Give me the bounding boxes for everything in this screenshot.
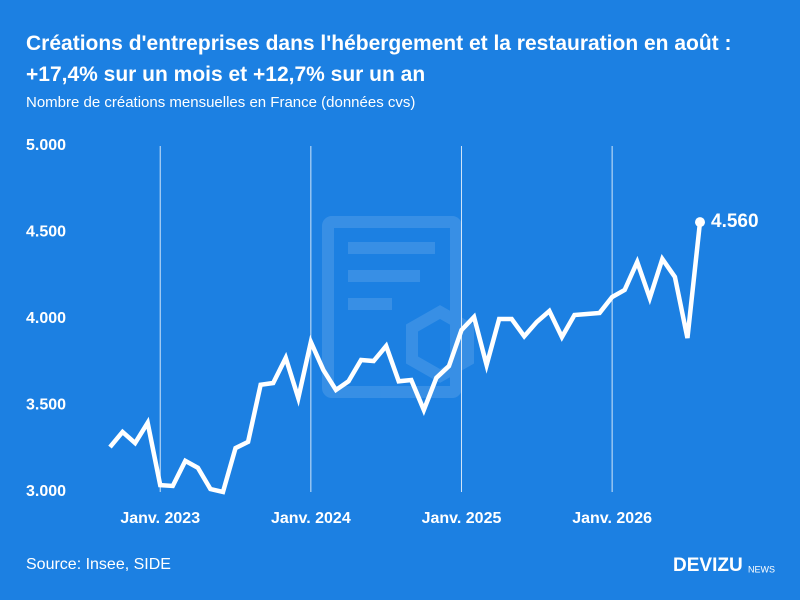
value-label: 4.560 xyxy=(711,211,759,232)
y-tick-label: 4.500 xyxy=(26,224,66,241)
line xyxy=(108,221,703,495)
chart-subtitle: Nombre de créations mensuelles en France… xyxy=(26,94,416,111)
y-tick-label: 3.000 xyxy=(26,483,66,500)
chart-title: Créations d'entreprises dans l'hébergeme… xyxy=(26,32,732,86)
x-tick-label: Janv. 2025 xyxy=(422,510,502,527)
y-tick-label: 5.000 xyxy=(26,137,66,154)
y-tick-label: 4.000 xyxy=(26,310,66,327)
x-tick-label: Janv. 2023 xyxy=(120,510,200,527)
watermark xyxy=(322,216,474,398)
source: Source: Insee, SIDE xyxy=(26,556,171,573)
x-tick-label: Janv. 2026 xyxy=(572,510,652,527)
end-marker xyxy=(695,217,705,228)
logo-suffix: NEWS xyxy=(748,564,775,574)
logo: DEVIZU xyxy=(673,555,743,576)
x-tick-label: Janv. 2024 xyxy=(271,510,351,527)
y-tick-label: 3.500 xyxy=(26,397,66,414)
